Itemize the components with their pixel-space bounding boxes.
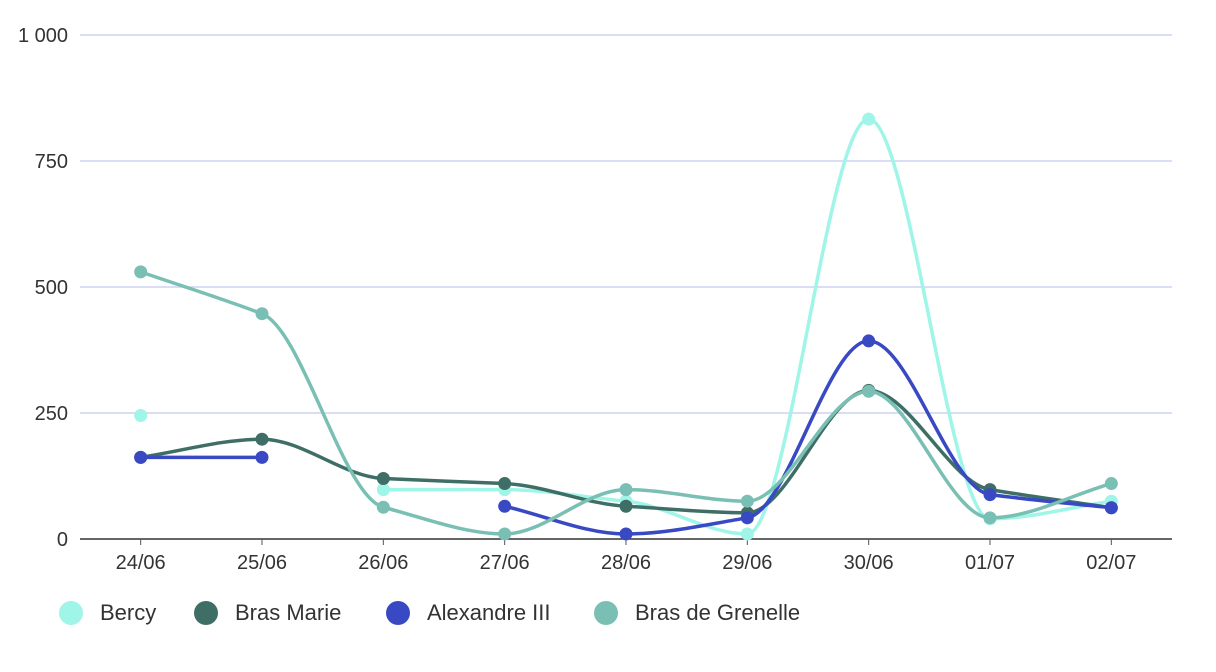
y-tick-labels: 0 250 500 750 1 000	[18, 25, 68, 551]
series-line	[138, 388, 1114, 515]
data-point[interactable]	[255, 450, 269, 464]
data-point[interactable]	[1104, 477, 1118, 491]
legend-label: Bras Marie	[235, 600, 341, 625]
series-line	[381, 117, 1114, 536]
data-point[interactable]	[740, 494, 754, 508]
x-tick-label: 30/06	[844, 552, 894, 574]
series-lines	[134, 112, 1118, 541]
data-point[interactable]	[498, 499, 512, 513]
x-tick-label: 29/06	[722, 552, 772, 574]
x-tick-labels: 24/06 25/06 26/06 27/06 28/06 29/06 30/06 01/07…	[116, 552, 1137, 574]
series-bercy	[134, 112, 1118, 541]
series-line	[502, 339, 1114, 536]
series-bras-de-grenelle	[134, 265, 1118, 541]
legend-label: Alexandre III	[427, 600, 551, 625]
y-tick-label: 1 000	[18, 25, 68, 47]
x-tick-label: 26/06	[358, 552, 408, 574]
data-point[interactable]	[1104, 501, 1118, 515]
y-tick-label: 500	[35, 277, 68, 299]
data-point[interactable]	[619, 527, 633, 541]
data-point[interactable]	[498, 477, 512, 491]
legend-item-alexandre-iii[interactable]: Alexandre III	[386, 600, 551, 625]
legend-label: Bras de Grenelle	[635, 600, 800, 625]
data-point[interactable]	[740, 527, 754, 541]
legend-marker	[59, 601, 83, 625]
data-point[interactable]	[983, 488, 997, 502]
legend-marker	[194, 601, 218, 625]
data-point[interactable]	[619, 499, 633, 513]
legend-marker	[594, 601, 618, 625]
x-tick-label: 25/06	[237, 552, 287, 574]
data-point[interactable]	[255, 307, 269, 321]
legend-label: Bercy	[100, 600, 156, 625]
data-point[interactable]	[376, 500, 390, 514]
data-point[interactable]	[376, 472, 390, 486]
data-point[interactable]	[376, 483, 390, 497]
data-point[interactable]	[740, 511, 754, 525]
data-point[interactable]	[498, 527, 512, 541]
x-tick-label: 28/06	[601, 552, 651, 574]
legend-item-bras-de-grenelle[interactable]: Bras de Grenelle	[594, 600, 800, 625]
data-point[interactable]	[255, 432, 269, 446]
legend-item-bras-marie[interactable]: Bras Marie	[194, 600, 341, 625]
data-point[interactable]	[983, 511, 997, 525]
legend-item-bercy[interactable]: Bercy	[59, 600, 156, 625]
data-point[interactable]	[619, 483, 633, 497]
legend-marker	[386, 601, 410, 625]
gridlines	[80, 34, 1172, 414]
x-tick-label: 27/06	[480, 552, 530, 574]
data-point[interactable]	[134, 409, 148, 423]
y-tick-label: 250	[35, 403, 68, 425]
data-point[interactable]	[862, 112, 876, 126]
x-tick-label: 02/07	[1086, 552, 1136, 574]
data-point[interactable]	[862, 384, 876, 398]
data-point[interactable]	[862, 334, 876, 348]
x-tick-label: 01/07	[965, 552, 1015, 574]
series-alexandre-iii	[134, 334, 1118, 541]
data-point[interactable]	[134, 450, 148, 464]
y-tick-label: 0	[57, 529, 68, 551]
y-tick-label: 750	[35, 151, 68, 173]
data-point[interactable]	[134, 265, 148, 279]
x-tick-label: 24/06	[116, 552, 166, 574]
legend: Bercy Bras Marie Alexandre III Bras de Gren…	[59, 600, 800, 625]
